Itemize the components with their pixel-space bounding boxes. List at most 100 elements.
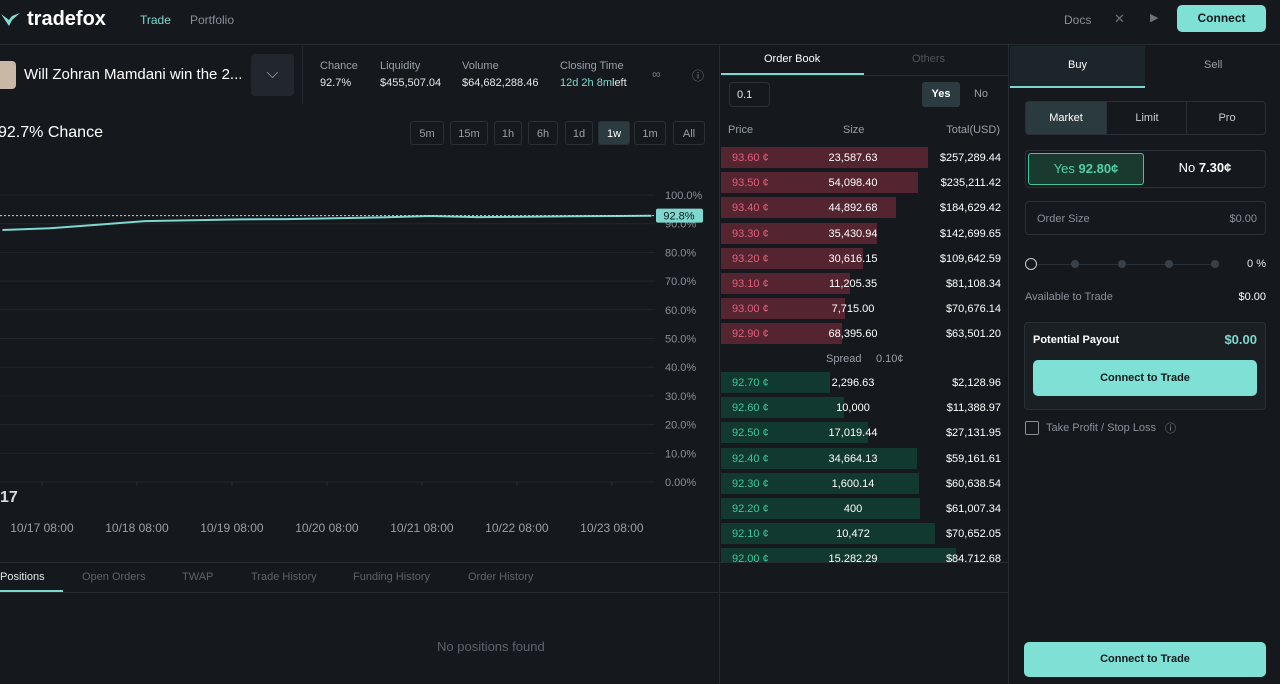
telegram-icon[interactable]: ▶ (1150, 12, 1159, 24)
order-size-input[interactable]: Order Size $0.00 (1025, 201, 1266, 235)
side-label[interactable]: Buy (1068, 59, 1087, 71)
stat-suffix: left (612, 77, 627, 89)
header-border (0, 44, 1280, 45)
order-type[interactable]: Market (1026, 102, 1106, 134)
depth-bar (721, 222, 878, 244)
avatar (0, 61, 16, 89)
nav-link[interactable]: Portfolio (190, 13, 235, 27)
stat-label: Liquidity (380, 60, 421, 72)
no-button[interactable]: No 7.30¢ (1148, 153, 1262, 183)
x-tick-label: 10/20 08:00 (295, 521, 359, 535)
payout-value: $0.00 (1224, 332, 1257, 347)
stat-value: 12d 2h 8m (560, 77, 612, 89)
order-size-label: Order Size (1037, 213, 1090, 225)
info-icon[interactable]: ⓘ (692, 69, 705, 83)
order-type[interactable]: Limit (1106, 102, 1187, 134)
available-value: $0.00 (1238, 291, 1266, 303)
divider (1008, 45, 1009, 684)
positions-tab[interactable]: Positions (0, 571, 45, 583)
market-title: Will Zohran Mamdani win the 2... (24, 66, 243, 83)
ob-price: 92.60 ¢ (732, 402, 769, 415)
x-tick-label: 10/23 08:00 (580, 521, 644, 535)
outcome-group: Yes 92.80¢ No 7.30¢ (1025, 150, 1266, 188)
yes-button[interactable]: Yes 92.80¢ (1028, 153, 1144, 185)
slider-pct: 0 % (1247, 258, 1266, 270)
stat-value: $64,682,288.46 (462, 77, 539, 89)
link-icon[interactable]: ∞ (652, 67, 661, 81)
outcome-toggle[interactable]: Yes (922, 82, 960, 107)
bottom-connect-button[interactable]: Connect to Trade (1024, 642, 1266, 677)
tpsl-label[interactable]: Take Profit / Stop Loss (1046, 422, 1157, 434)
y-tick-label: 100.0% (665, 190, 703, 202)
ob-price: 93.00 ¢ (732, 303, 769, 316)
x-tick-label: 10/19 08:00 (200, 521, 264, 535)
stat-value: 92.7% (320, 77, 352, 89)
interval-button[interactable]: 1w (598, 121, 630, 145)
slider-dot (1071, 260, 1079, 268)
x-icon[interactable]: ✕ (1114, 11, 1125, 26)
empty-state: No positions found (437, 639, 545, 654)
tab-underline (0, 590, 63, 592)
nav-link[interactable]: Trade (140, 13, 171, 27)
positions-tab[interactable]: TWAP (182, 571, 214, 583)
x-tick-label: 10/22 08:00 (485, 521, 549, 535)
ob-total: $257,289.44 (939, 152, 1001, 164)
spread-label: Spread (826, 353, 862, 365)
tpsl-checkbox[interactable] (1025, 421, 1039, 435)
price-chart: 100.0%90.0%80.0%70.0%60.0%50.0%40.0%30.0… (0, 190, 703, 535)
yes-label: Yes (1053, 161, 1075, 176)
y-tick-label: 60.0% (665, 305, 696, 317)
slider-handle[interactable] (1025, 258, 1037, 270)
order-type-group: Market Limit Pro (1025, 101, 1266, 135)
y-tick-label: 30.0% (665, 391, 696, 403)
ob-price: 93.30 ¢ (732, 227, 769, 240)
ob-price: 92.00 ¢ (732, 553, 769, 562)
dropdown[interactable]: ⌵ (251, 54, 294, 96)
nav-docs[interactable]: Docs (1064, 13, 1092, 27)
ob-price: 93.50 ¢ (732, 177, 769, 190)
chart-title: 92.7% Chance (0, 124, 103, 141)
interval-button[interactable]: 1h (494, 121, 522, 145)
connect-button[interactable]: Connect (1177, 5, 1266, 32)
no-label: No (1178, 160, 1196, 175)
y-tick-label: 10.0% (665, 448, 696, 460)
positions-tab[interactable]: Trade History (251, 571, 317, 583)
depth-bar (721, 372, 830, 393)
tick-select[interactable]: 0.1 (729, 82, 770, 107)
depth-bar (721, 447, 917, 469)
available-label: Available to Trade (1025, 291, 1113, 303)
positions-tab[interactable]: Funding History (353, 571, 431, 583)
positions-tab[interactable]: Open Orders (82, 571, 146, 583)
positions-tab[interactable]: Order History (468, 571, 534, 583)
info-icon: ⓘ (1165, 423, 1176, 435)
side-label[interactable]: Sell (1204, 59, 1223, 71)
depth-bar (721, 273, 851, 294)
depth-bar (721, 147, 928, 168)
order-type[interactable]: Pro (1186, 102, 1267, 134)
ob-total: $184,629.42 (939, 202, 1001, 215)
ob-header: Price (728, 124, 754, 136)
y-tick-label: 20.0% (665, 420, 696, 432)
side-tab[interactable] (1010, 46, 1145, 88)
ob-tab[interactable]: Others (912, 53, 946, 65)
ob-total: $27,131.95 (945, 427, 1001, 440)
interval-button[interactable]: 1m (634, 121, 666, 145)
slider-dot (1211, 260, 1219, 268)
interval-button[interactable]: 5m (410, 121, 444, 145)
outcome-toggle[interactable]: No (973, 88, 989, 100)
ob-total: $60,638.54 (945, 477, 1001, 490)
interval-button[interactable]: 15m (450, 121, 488, 145)
ob-tab[interactable]: Order Book (764, 53, 821, 65)
stat-label: Chance (320, 60, 358, 72)
interval-button[interactable]: 6h (528, 121, 558, 145)
ob-header: Total(USD) (946, 124, 1000, 136)
connect-trade-button[interactable]: Connect to Trade (1033, 360, 1257, 396)
interval-button[interactable]: 1d (565, 121, 593, 145)
spread-value: 0.10¢ (876, 353, 904, 365)
ob-total: $59,161.61 (945, 452, 1001, 465)
ob-total: $70,652.05 (945, 528, 1001, 541)
stat-label: Closing Time (560, 60, 624, 72)
y-tick-label: 80.0% (665, 247, 696, 259)
interval-button[interactable]: All (673, 121, 705, 145)
ob-price: 92.50 ¢ (732, 427, 769, 440)
